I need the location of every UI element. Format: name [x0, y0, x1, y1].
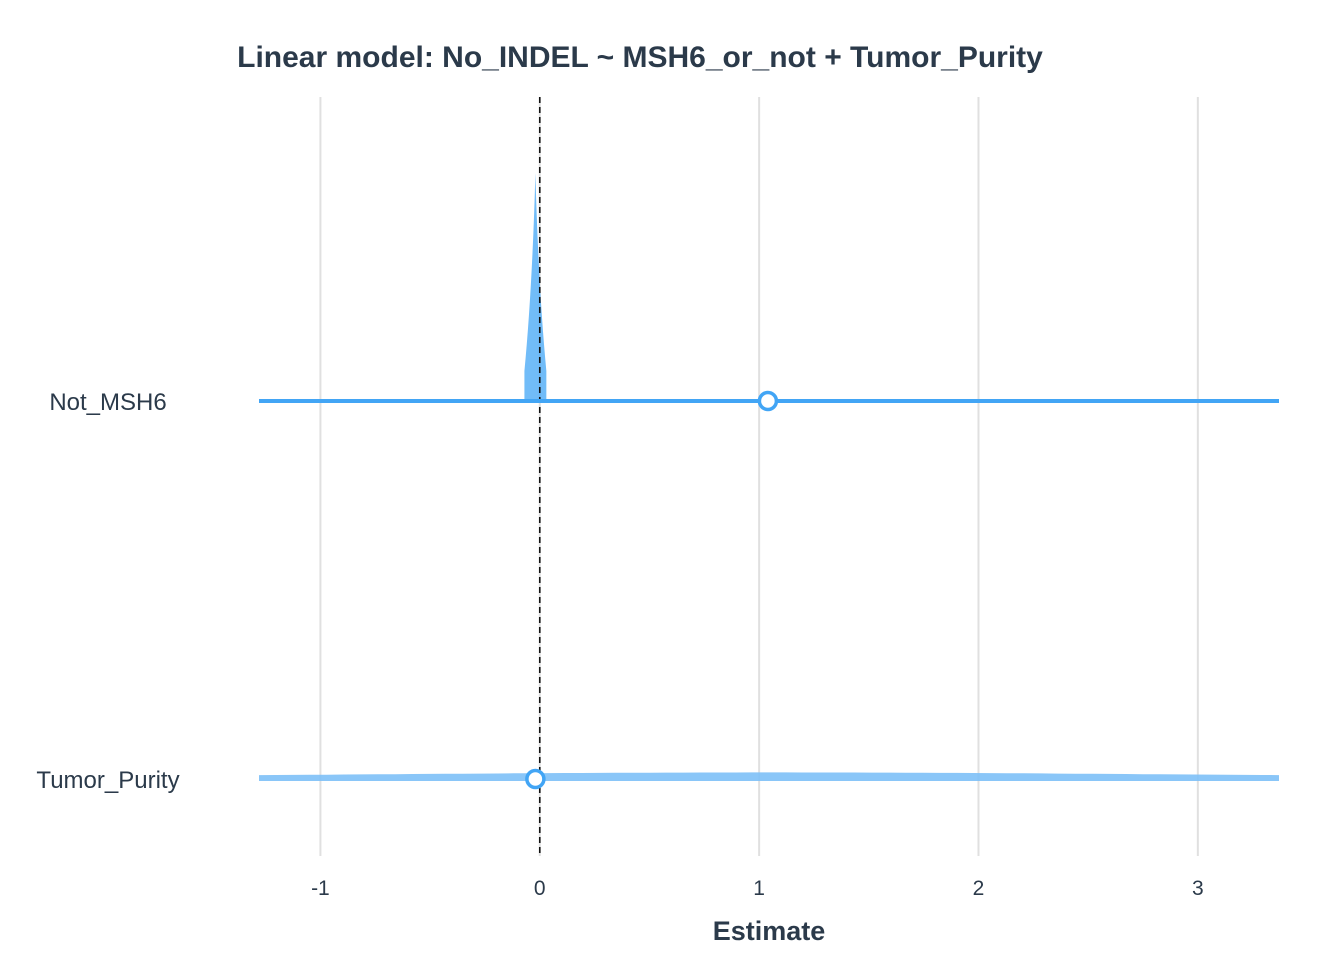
- x-axis-title: Estimate: [713, 916, 826, 946]
- distributions: [259, 173, 1279, 781]
- x-tick-label: 3: [1192, 877, 1204, 900]
- x-axis-ticks: -1 0 1 2 3: [311, 877, 1204, 900]
- distribution-Tumor_Purity: [259, 772, 1279, 781]
- y-category-label: Not_MSH6: [49, 389, 166, 416]
- estimate-point-Tumor_Purity: [527, 771, 544, 788]
- x-tick-label: -1: [311, 877, 330, 900]
- x-tick-label: 2: [973, 877, 985, 900]
- x-tick-label: 1: [753, 877, 765, 900]
- x-tick-label: 0: [534, 877, 546, 900]
- chart-title: Linear model: No_INDEL ~ MSH6_or_not + T…: [237, 41, 1043, 74]
- distribution-Not_MSH6: [524, 173, 546, 401]
- y-axis-categories: Not_MSH6 Tumor_Purity: [36, 389, 179, 794]
- y-category-label: Tumor_Purity: [36, 767, 179, 794]
- estimate-series: [259, 393, 1279, 788]
- estimate-point-Not_MSH6: [759, 393, 776, 410]
- grid-lines: [320, 97, 1197, 856]
